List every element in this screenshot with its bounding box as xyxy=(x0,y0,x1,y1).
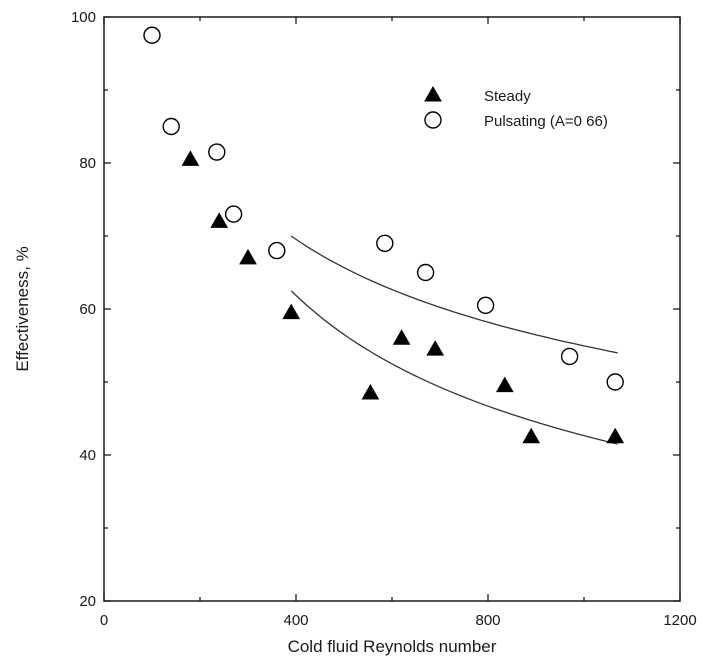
circle-marker xyxy=(224,205,243,223)
x-tick-label: 0 xyxy=(100,612,108,629)
y-tick-label: 80 xyxy=(79,155,96,172)
x-tick-label: 1200 xyxy=(663,612,696,629)
fit-curve xyxy=(290,235,618,354)
x-axis-title: Cold fluid Reynolds number xyxy=(288,637,497,656)
circle-marker xyxy=(416,263,435,282)
legend-marker-pulsating xyxy=(424,111,442,129)
circle-marker xyxy=(376,234,394,253)
circle-marker xyxy=(268,241,286,260)
triangle-marker xyxy=(426,340,445,356)
circle-marker xyxy=(606,373,624,391)
fit-curve xyxy=(290,290,618,445)
y-tick-label: 60 xyxy=(79,301,96,318)
circle-marker xyxy=(424,111,442,129)
circle-marker xyxy=(560,347,579,366)
circle-marker xyxy=(476,296,495,315)
legend-label-pulsating: Pulsating (A=0 66) xyxy=(484,113,608,130)
triangle-marker xyxy=(392,329,411,345)
legend: Steady Pulsating (A=0 66) xyxy=(424,85,608,130)
plot-frame xyxy=(103,16,681,602)
triangle-marker xyxy=(606,427,625,444)
x-tick-label: 400 xyxy=(283,612,308,629)
circle-marker xyxy=(208,143,226,161)
circle-marker xyxy=(143,26,161,44)
tick-labels: 0 400 800 1200 20 40 60 80 100 xyxy=(71,9,697,629)
triangle-marker xyxy=(239,248,257,265)
y-tick-label: 100 xyxy=(71,9,96,26)
y-tick-label: 40 xyxy=(79,447,96,464)
y-tick-label: 20 xyxy=(79,593,96,610)
triangle-marker xyxy=(181,150,200,166)
axis-ticks xyxy=(103,16,681,602)
triangle-marker xyxy=(361,383,380,400)
fit-curves xyxy=(290,235,618,445)
legend-label-steady: Steady xyxy=(484,88,531,105)
triangle-marker xyxy=(210,212,229,228)
data-points xyxy=(143,26,625,444)
y-axis-title: Effectiveness, % xyxy=(13,246,32,371)
triangle-marker xyxy=(424,85,442,102)
x-tick-label: 800 xyxy=(475,612,500,629)
legend-marker-steady xyxy=(424,85,442,102)
triangle-marker xyxy=(522,427,541,444)
triangle-marker xyxy=(495,376,514,393)
circle-marker xyxy=(162,117,180,136)
triangle-marker xyxy=(282,303,301,320)
